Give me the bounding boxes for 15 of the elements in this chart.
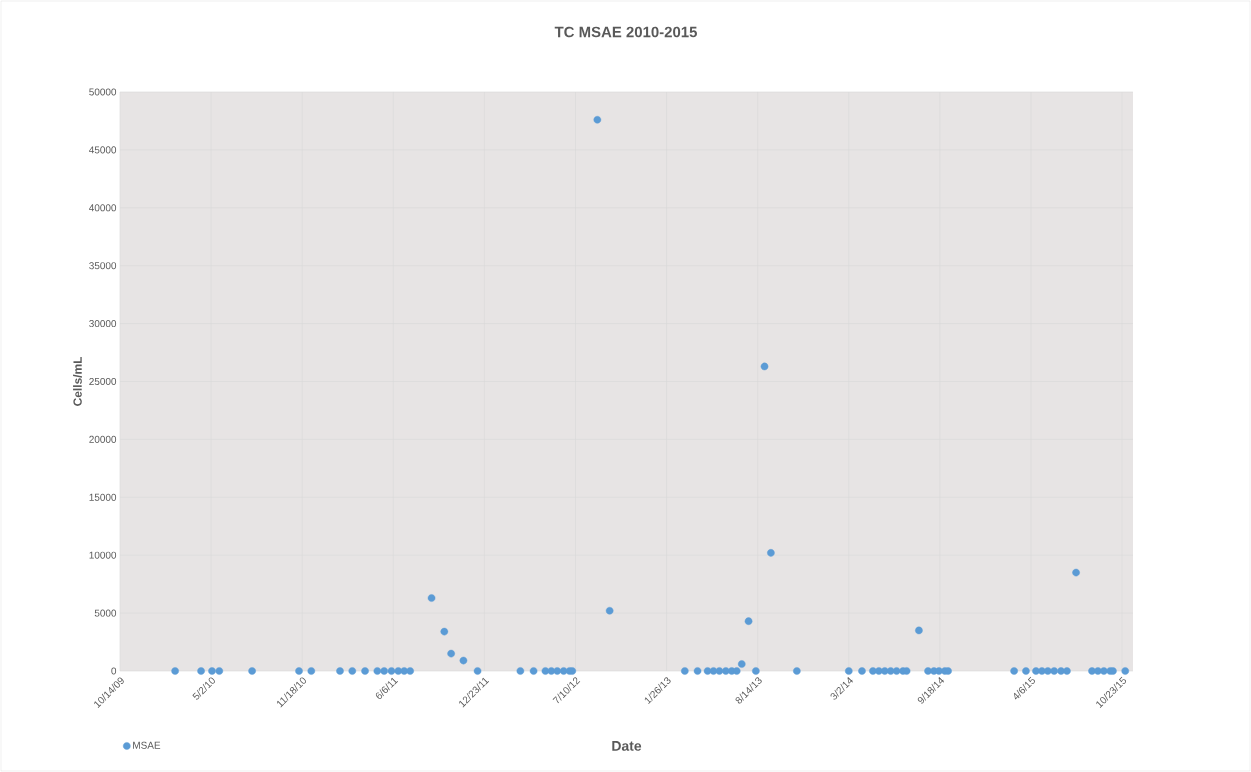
y-tick-label: 50000 xyxy=(89,88,117,96)
y-tick-label: 30000 xyxy=(89,320,117,328)
y-tick-label: 5000 xyxy=(94,609,117,617)
y-tick-label: 40000 xyxy=(89,204,117,212)
y-tick-label: 35000 xyxy=(89,262,117,270)
y-tick-label: 45000 xyxy=(89,146,117,154)
legend-label: MSAE xyxy=(133,741,161,749)
x-axis-title: Date xyxy=(612,741,642,751)
y-tick-label: 0 xyxy=(111,667,117,675)
y-axis-title: Cells/mL xyxy=(73,356,82,406)
y-tick-label: 25000 xyxy=(89,377,117,386)
y-tick-label: 10000 xyxy=(89,551,117,559)
chart-title: TC MSAE 2010-2015 xyxy=(554,26,697,38)
y-tick-label: 20000 xyxy=(89,435,117,443)
y-tick-label: 15000 xyxy=(89,493,117,501)
